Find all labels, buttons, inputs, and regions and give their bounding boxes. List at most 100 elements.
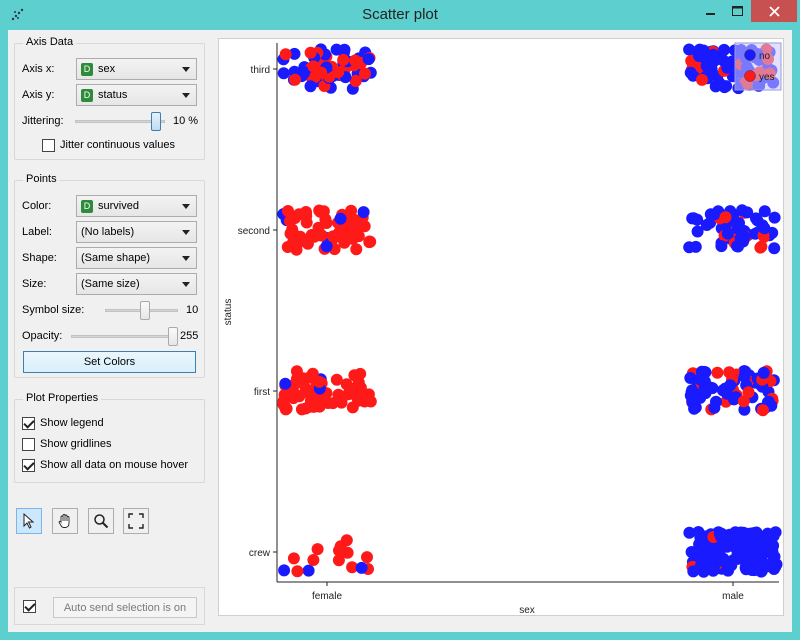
data-point [345,204,358,217]
data-point [716,384,729,397]
show-all-data-label: Show all data on mouse hover [40,459,188,471]
size-value: (Same size) [81,278,140,290]
x-tick-label: female [312,591,342,602]
checkbox-icon[interactable] [22,416,35,430]
data-point [766,545,779,558]
scatter-chart[interactable]: female male crew first second third sex status n… [219,39,785,617]
axis-y-row: Axis y: [22,84,77,106]
data-point [287,552,300,565]
pan-tool-button[interactable] [52,508,78,534]
chevron-down-icon [182,204,190,209]
opacity-slider[interactable] [71,327,178,346]
y-tick-label: third [251,65,270,76]
data-point [715,240,728,253]
checkbox-icon[interactable] [22,458,35,472]
color-combo[interactable]: D survived [76,195,197,217]
data-point [311,543,324,556]
data-point [307,554,320,566]
minimize-button[interactable] [698,0,724,22]
data-point [708,563,720,576]
jittering-slider[interactable] [75,112,165,131]
select-tool-button[interactable] [16,508,42,534]
data-point [688,402,701,415]
auto-send-checkbox[interactable] [23,600,36,613]
data-point [698,47,711,60]
legend-label: yes [759,72,775,83]
symbol-size-value: 10 [186,304,199,316]
select-arrow-icon [23,513,35,529]
plot-properties-title: Plot Properties [23,392,102,404]
data-point [685,546,698,558]
data-point [737,526,750,539]
axis-y-combo[interactable]: D status [76,84,197,106]
data-point [684,66,697,79]
legend-marker [744,70,756,82]
color-label: Color: [22,200,52,212]
data-point [760,560,773,573]
zoom-tool-button[interactable] [88,508,114,534]
data-point [696,73,708,86]
shape-combo[interactable]: (Same shape) [76,247,197,269]
close-button[interactable] [751,0,797,22]
show-all-data-checkbox[interactable]: Show all data on mouse hover [22,454,188,476]
data-point [286,223,299,236]
data-point [754,538,767,551]
show-legend-checkbox[interactable]: Show legend [22,412,104,434]
data-point [299,402,312,415]
data-point [687,565,700,578]
data-point [330,373,343,386]
axis-x-combo[interactable]: D sex [76,58,197,80]
data-point [278,400,291,413]
data-point [337,53,350,66]
jitter-continuous-checkbox[interactable]: Jitter continuous values [42,134,175,156]
data-point [719,211,732,224]
data-point [355,561,368,574]
data-point [304,80,317,93]
auto-send-button[interactable]: Auto send selection is on [53,597,197,618]
data-point [708,55,721,67]
discrete-variable-icon: D [81,62,93,76]
size-combo[interactable]: (Same size) [76,273,197,295]
data-point [736,204,749,217]
data-point [767,530,780,542]
window-content: Axis Data Axis x: D sex Axis y: D status [8,30,792,632]
data-point [301,237,314,250]
show-legend-label: Show legend [40,417,104,429]
checkbox-icon[interactable] [22,437,35,451]
data-point [691,225,704,238]
data-point [320,240,333,253]
checkbox-icon[interactable] [42,138,55,152]
opacity-row: Opacity: [22,325,62,347]
data-point [747,527,760,540]
opacity-label: Opacity: [22,330,63,342]
plot-area[interactable]: female male crew first second third sex status n… [218,38,784,616]
data-point [327,230,339,243]
show-gridlines-checkbox[interactable]: Show gridlines [22,433,112,455]
data-point [755,240,768,253]
x-tick-label: male [722,591,744,602]
symbol-size-slider[interactable] [105,301,178,320]
label-value: (No labels) [81,226,135,238]
slider-handle[interactable] [140,301,150,320]
label-combo[interactable]: (No labels) [76,221,197,243]
data-point [363,235,376,248]
data-point [302,564,315,577]
jitter-continuous-label: Jitter continuous values [60,139,175,151]
data-point [722,561,735,574]
axis-data-group: Axis Data Axis x: D sex Axis y: D status [14,36,205,160]
data-point [700,219,713,231]
data-point [711,366,724,379]
data-point [338,236,351,249]
set-colors-button[interactable]: Set Colors [23,351,196,373]
slider-handle[interactable] [168,327,178,346]
data-point [756,219,769,232]
fit-tool-button[interactable] [123,508,149,534]
maximize-button[interactable] [724,0,750,22]
data-point [361,551,373,564]
slider-handle[interactable] [151,112,161,131]
data-point [349,54,362,67]
title-bar[interactable]: Scatter plot [0,0,800,30]
data-point [693,538,706,551]
data-point [738,230,751,243]
data-point [313,204,326,217]
